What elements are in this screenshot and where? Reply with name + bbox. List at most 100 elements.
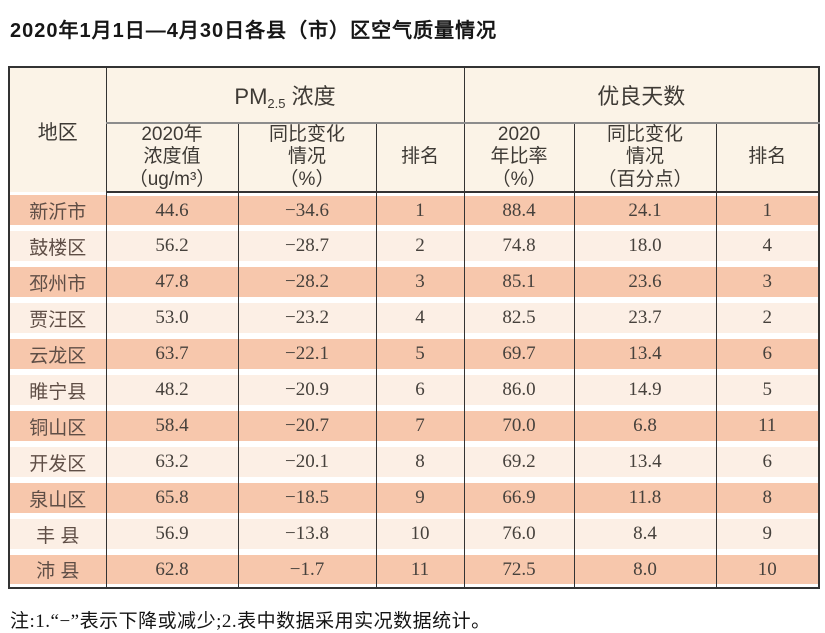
region-cell: 丰 县 [9, 516, 106, 553]
pm-change-cell: −20.1 [237, 444, 376, 481]
good-change-cell: 14.9 [573, 372, 717, 409]
region-cell: 鼓楼区 [9, 228, 106, 265]
good-ratio-cell: 74.8 [463, 228, 575, 265]
good-change-cell: 8.0 [573, 552, 717, 589]
header-good-change: 同比变化 情况 （百分点） [573, 123, 717, 194]
header-good-ratio: 2020 年比率 （%） [463, 123, 575, 194]
header-group-good-days: 优良天数 [463, 67, 820, 124]
pm-rank-cell: 1 [375, 192, 465, 229]
region-cell: 睢宁县 [9, 372, 106, 409]
air-quality-table: 地区 PM2.5 浓度 优良天数 2020年 浓度值 （ug/m³） 同比变化 … [8, 66, 821, 590]
good-change-cell: 24.1 [573, 192, 717, 229]
pm-rank-cell: 9 [375, 480, 465, 517]
pm-value-cell: 65.8 [105, 480, 238, 517]
good-change-cell: 23.6 [573, 264, 717, 301]
good-ratio-cell: 88.4 [463, 192, 575, 229]
region-cell: 沛 县 [9, 552, 106, 589]
header-sub-row: 2020年 浓度值 （ug/m³） 同比变化 情况 （%） 排名 2020 年比… [9, 123, 820, 194]
pm-change-cell: −28.2 [237, 264, 376, 301]
table-row: 贾汪区 53.0 −23.2 4 82.5 23.7 2 [9, 300, 820, 337]
good-rank-cell: 2 [715, 300, 820, 337]
header-pm-change: 同比变化 情况 （%） [237, 123, 376, 194]
good-ratio-cell: 69.7 [463, 336, 575, 373]
page-title: 2020年1月1日—4月30日各县（市）区空气质量情况 [10, 20, 498, 42]
pm-change-cell: −20.9 [237, 372, 376, 409]
header-pm-rank: 排名 [375, 123, 465, 194]
good-ratio-cell: 70.0 [463, 408, 575, 445]
table-row: 开发区 63.2 −20.1 8 69.2 13.4 6 [9, 444, 820, 481]
good-change-cell: 11.8 [573, 480, 717, 517]
good-rank-cell: 9 [715, 516, 820, 553]
pm-rank-cell: 6 [375, 372, 465, 409]
good-change-cell: 6.8 [573, 408, 717, 445]
header-region: 地区 [9, 67, 107, 193]
region-cell: 邳州市 [9, 264, 106, 301]
good-ratio-cell: 76.0 [463, 516, 575, 553]
good-change-cell: 13.4 [573, 336, 717, 373]
pm-value-cell: 48.2 [105, 372, 238, 409]
table-row: 沛 县 62.8 −1.7 11 72.5 8.0 10 [9, 552, 820, 589]
region-cell: 新沂市 [9, 192, 106, 229]
pm-change-cell: −13.8 [237, 516, 376, 553]
pm-rank-cell: 11 [375, 552, 465, 589]
table-row: 鼓楼区 56.2 −28.7 2 74.8 18.0 4 [9, 228, 820, 265]
pm-rank-cell: 8 [375, 444, 465, 481]
region-cell: 贾汪区 [9, 300, 106, 337]
good-change-cell: 18.0 [573, 228, 717, 265]
pm-rank-cell: 4 [375, 300, 465, 337]
pm-value-cell: 47.8 [105, 264, 238, 301]
pm-rank-cell: 5 [375, 336, 465, 373]
pm-value-cell: 63.7 [105, 336, 238, 373]
good-ratio-cell: 66.9 [463, 480, 575, 517]
pm-value-cell: 58.4 [105, 408, 238, 445]
table-row: 邳州市 47.8 −28.2 3 85.1 23.6 3 [9, 264, 820, 301]
good-change-cell: 13.4 [573, 444, 717, 481]
region-cell: 铜山区 [9, 408, 106, 445]
good-ratio-cell: 69.2 [463, 444, 575, 481]
table-body: 新沂市 44.6 −34.6 1 88.4 24.1 1 鼓楼区 56.2 −2… [9, 192, 820, 589]
pm-value-cell: 56.2 [105, 228, 238, 265]
good-rank-cell: 10 [715, 552, 820, 589]
pm-change-cell: −23.2 [237, 300, 376, 337]
good-rank-cell: 1 [715, 192, 820, 229]
pm-label-prefix: PM [234, 84, 268, 109]
table-row: 丰 县 56.9 −13.8 10 76.0 8.4 9 [9, 516, 820, 553]
region-cell: 开发区 [9, 444, 106, 481]
good-rank-cell: 6 [715, 444, 820, 481]
good-change-cell: 8.4 [573, 516, 717, 553]
table-row: 铜山区 58.4 −20.7 7 70.0 6.8 11 [9, 408, 820, 445]
table-header: 地区 PM2.5 浓度 优良天数 2020年 浓度值 （ug/m³） 同比变化 … [9, 67, 820, 194]
good-ratio-cell: 86.0 [463, 372, 575, 409]
pm-change-cell: −34.6 [237, 192, 376, 229]
good-rank-cell: 8 [715, 480, 820, 517]
good-rank-cell: 5 [715, 372, 820, 409]
pm-rank-cell: 7 [375, 408, 465, 445]
table-row: 泉山区 65.8 −18.5 9 66.9 11.8 8 [9, 480, 820, 517]
pm-value-cell: 63.2 [105, 444, 238, 481]
good-ratio-cell: 72.5 [463, 552, 575, 589]
pm-rank-cell: 3 [375, 264, 465, 301]
pm-value-cell: 56.9 [105, 516, 238, 553]
good-ratio-cell: 85.1 [463, 264, 575, 301]
pm-change-cell: −20.7 [237, 408, 376, 445]
header-pm-value: 2020年 浓度值 （ug/m³） [106, 123, 238, 194]
pm-rank-cell: 2 [375, 228, 465, 265]
table-row: 睢宁县 48.2 −20.9 6 86.0 14.9 5 [9, 372, 820, 409]
pm-value-cell: 44.6 [105, 192, 238, 229]
good-change-cell: 23.7 [573, 300, 717, 337]
header-good-rank: 排名 [715, 123, 820, 194]
good-rank-cell: 11 [715, 408, 820, 445]
region-cell: 泉山区 [9, 480, 106, 517]
region-cell: 云龙区 [9, 336, 106, 373]
pm-value-cell: 53.0 [105, 300, 238, 337]
pm-change-cell: −18.5 [237, 480, 376, 517]
pm-label-subscript: 2.5 [267, 96, 286, 111]
good-rank-cell: 4 [715, 228, 820, 265]
pm-change-cell: −28.7 [237, 228, 376, 265]
good-rank-cell: 3 [715, 264, 820, 301]
good-rank-cell: 6 [715, 336, 820, 373]
pm-rank-cell: 10 [375, 516, 465, 553]
header-group-row: 地区 PM2.5 浓度 优良天数 [9, 67, 820, 193]
pm-label-suffix: 浓度 [285, 84, 336, 109]
